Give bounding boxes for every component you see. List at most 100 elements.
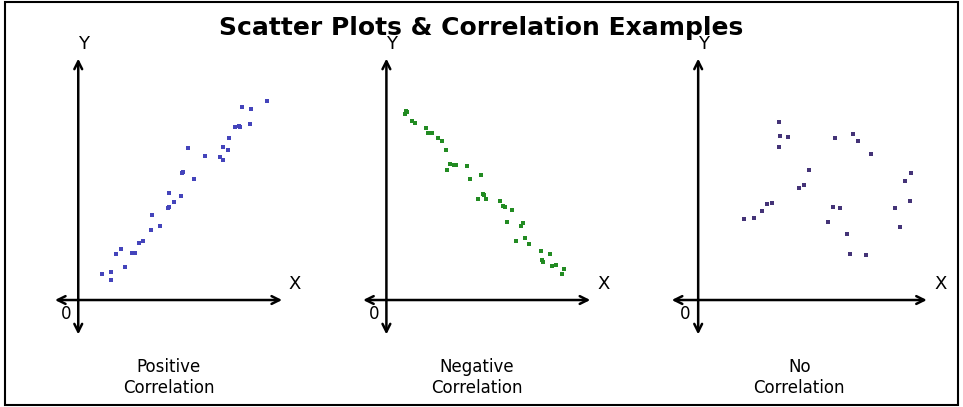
Point (212, 153, 227, 160)
Text: Y: Y (386, 35, 397, 53)
Point (737, 215, 752, 222)
Point (535, 259, 551, 265)
Point (132, 240, 147, 246)
Point (497, 204, 512, 210)
Point (143, 211, 159, 218)
Point (518, 234, 534, 241)
Point (903, 170, 919, 176)
Point (754, 208, 769, 214)
Point (772, 133, 788, 140)
Point (234, 103, 249, 110)
Point (462, 176, 478, 182)
Point (215, 144, 230, 151)
Point (492, 198, 508, 204)
Point (161, 205, 176, 211)
Point (858, 251, 873, 258)
Point (439, 167, 455, 173)
Point (542, 250, 558, 257)
Point (400, 109, 415, 115)
Point (117, 263, 132, 270)
Point (109, 251, 124, 257)
Point (430, 134, 446, 141)
Point (846, 131, 861, 137)
Point (475, 191, 490, 197)
Text: 0: 0 (680, 305, 690, 323)
Point (135, 237, 150, 244)
Text: X: X (289, 275, 301, 293)
Point (187, 176, 202, 182)
Point (508, 238, 524, 245)
Point (143, 227, 159, 233)
Text: No
Correlation: No Correlation (753, 358, 846, 397)
Point (495, 203, 510, 209)
Point (442, 160, 457, 167)
Point (521, 240, 536, 247)
Point (832, 205, 847, 212)
Point (791, 185, 806, 191)
Point (771, 118, 787, 125)
Point (103, 276, 118, 283)
Point (765, 199, 780, 206)
Point (438, 147, 454, 153)
Point (243, 120, 258, 127)
Text: Y: Y (698, 35, 710, 53)
Text: 0: 0 (369, 305, 379, 323)
Point (515, 220, 531, 227)
Text: Positive
Correlation: Positive Correlation (122, 358, 215, 397)
Point (796, 182, 812, 188)
Point (180, 144, 195, 151)
Point (534, 257, 550, 263)
Point (434, 138, 450, 144)
Point (398, 111, 413, 118)
Text: Negative
Correlation: Negative Correlation (430, 358, 523, 397)
Point (473, 171, 488, 178)
Point (771, 144, 787, 151)
Point (424, 129, 439, 136)
Point (449, 162, 464, 168)
Point (513, 223, 529, 229)
Point (175, 169, 191, 176)
Point (555, 271, 570, 278)
Point (161, 190, 176, 197)
Point (407, 120, 423, 127)
Point (820, 219, 836, 225)
Point (244, 105, 259, 112)
Point (902, 197, 918, 204)
Text: Y: Y (78, 35, 89, 53)
Point (544, 263, 560, 269)
Point (549, 262, 564, 268)
Point (534, 248, 549, 254)
Point (446, 162, 461, 168)
Text: 0: 0 (61, 305, 71, 323)
Point (404, 118, 420, 124)
Point (898, 178, 913, 185)
Point (850, 138, 866, 144)
Point (825, 204, 841, 210)
Text: X: X (934, 275, 947, 293)
Point (479, 196, 494, 203)
Point (801, 166, 817, 173)
Point (124, 249, 140, 256)
Text: X: X (597, 275, 610, 293)
Point (759, 200, 774, 207)
Point (459, 163, 475, 170)
Point (94, 271, 110, 277)
Point (221, 147, 236, 153)
Point (216, 156, 231, 163)
Point (843, 251, 858, 258)
Point (399, 108, 414, 114)
Point (887, 204, 902, 211)
Point (418, 125, 433, 131)
Point (470, 196, 485, 202)
Point (420, 129, 435, 136)
Point (173, 193, 189, 199)
Point (161, 204, 176, 210)
Point (197, 153, 213, 159)
Point (127, 249, 143, 256)
Point (153, 223, 169, 229)
Point (504, 207, 519, 214)
Point (221, 135, 237, 142)
Point (796, 182, 812, 188)
Point (780, 133, 795, 140)
Point (893, 223, 908, 230)
